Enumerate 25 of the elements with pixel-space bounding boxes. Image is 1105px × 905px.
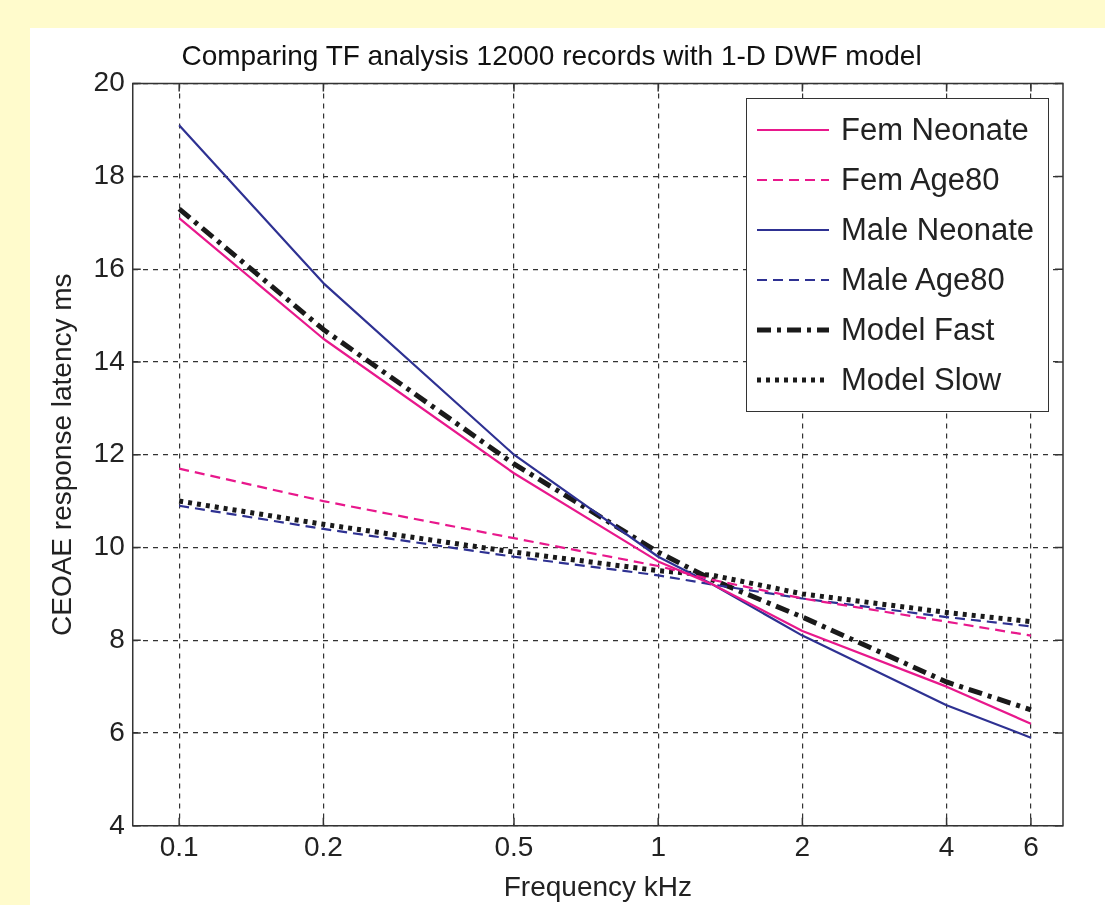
y-tick-label: 6: [109, 715, 125, 747]
y-tick-label: 10: [93, 530, 125, 562]
y-axis-title: CEOAE response latency ms: [45, 273, 77, 636]
x-tick-label: 6: [1023, 831, 1039, 863]
legend-label: Fem Age80: [841, 161, 1000, 198]
x-tick-label: 0.5: [494, 831, 534, 863]
y-tick-label: 20: [93, 66, 125, 98]
legend-label: Fem Neonate: [841, 111, 1029, 148]
y-tick-label: 14: [93, 344, 125, 376]
legend-label: Male Age80: [841, 261, 1005, 298]
x-tick-label: 1: [650, 831, 666, 863]
y-tick-label: 4: [109, 808, 125, 840]
y-tick-label: 16: [93, 251, 125, 283]
legend-label: Model Slow: [841, 361, 1002, 398]
legend-label: Male Neonate: [841, 211, 1035, 248]
x-axis-title: Frequency kHz: [503, 870, 693, 902]
x-tick-label: 0.1: [159, 831, 199, 863]
x-tick-label: 4: [938, 831, 955, 863]
y-tick-label: 12: [93, 437, 125, 469]
x-tick-label: 2: [794, 831, 811, 863]
y-tick-label: 18: [93, 159, 125, 191]
x-tick-label: 0.2: [303, 831, 343, 863]
chart-title: Comparing TF analysis 12000 records with 1-D DWF model: [181, 39, 922, 71]
legend-label: Model Fast: [841, 311, 995, 348]
y-tick-label: 8: [109, 622, 125, 654]
